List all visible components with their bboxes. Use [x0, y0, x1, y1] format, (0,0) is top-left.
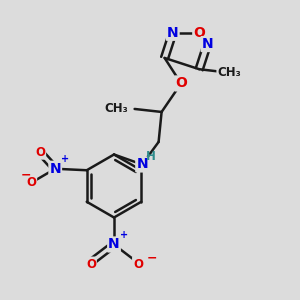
Text: +: + — [120, 230, 128, 241]
Text: H: H — [146, 150, 155, 163]
Text: −: − — [21, 168, 32, 181]
Text: CH₃: CH₃ — [105, 103, 129, 116]
Text: N: N — [50, 162, 61, 176]
Text: O: O — [133, 257, 143, 271]
Text: O: O — [35, 146, 45, 159]
Text: O: O — [175, 76, 187, 91]
Text: +: + — [61, 154, 69, 164]
Text: O: O — [193, 26, 205, 40]
Text: N: N — [136, 158, 148, 172]
Text: −: − — [147, 251, 158, 264]
Text: CH₃: CH₃ — [218, 66, 241, 79]
Text: N: N — [202, 37, 213, 51]
Text: O: O — [26, 176, 36, 189]
Text: N: N — [167, 26, 178, 40]
Text: N: N — [108, 238, 120, 251]
Text: O: O — [86, 257, 96, 271]
